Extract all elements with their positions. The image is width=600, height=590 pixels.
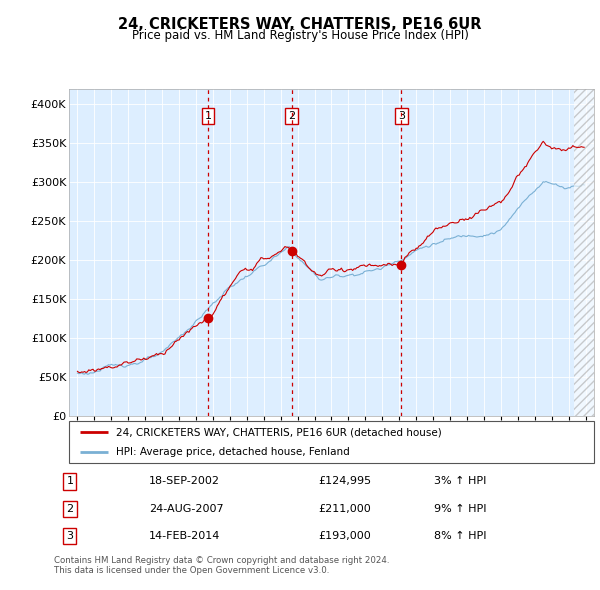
FancyBboxPatch shape: [69, 421, 594, 463]
Text: 3% ↑ HPI: 3% ↑ HPI: [434, 477, 487, 487]
Text: 24-AUG-2007: 24-AUG-2007: [149, 504, 224, 514]
Text: 8% ↑ HPI: 8% ↑ HPI: [434, 531, 487, 541]
Text: 3: 3: [67, 531, 73, 541]
Text: £124,995: £124,995: [318, 477, 371, 487]
Text: 14-FEB-2014: 14-FEB-2014: [149, 531, 220, 541]
Text: HPI: Average price, detached house, Fenland: HPI: Average price, detached house, Fenl…: [116, 447, 350, 457]
Text: 2: 2: [288, 111, 295, 121]
Text: £193,000: £193,000: [318, 531, 371, 541]
Text: 1: 1: [205, 111, 212, 121]
Text: Price paid vs. HM Land Registry's House Price Index (HPI): Price paid vs. HM Land Registry's House …: [131, 30, 469, 42]
Text: 2: 2: [66, 504, 73, 514]
Text: 24, CRICKETERS WAY, CHATTERIS, PE16 6UR: 24, CRICKETERS WAY, CHATTERIS, PE16 6UR: [118, 17, 482, 31]
Text: 1: 1: [67, 477, 73, 487]
Bar: [574, 88, 599, 416]
Text: This data is licensed under the Open Government Licence v3.0.: This data is licensed under the Open Gov…: [54, 566, 329, 575]
Text: Contains HM Land Registry data © Crown copyright and database right 2024.: Contains HM Land Registry data © Crown c…: [54, 556, 389, 565]
Text: 9% ↑ HPI: 9% ↑ HPI: [434, 504, 487, 514]
Text: £211,000: £211,000: [318, 504, 371, 514]
Text: 18-SEP-2002: 18-SEP-2002: [149, 477, 220, 487]
Text: 24, CRICKETERS WAY, CHATTERIS, PE16 6UR (detached house): 24, CRICKETERS WAY, CHATTERIS, PE16 6UR …: [116, 427, 442, 437]
Text: 3: 3: [398, 111, 405, 121]
